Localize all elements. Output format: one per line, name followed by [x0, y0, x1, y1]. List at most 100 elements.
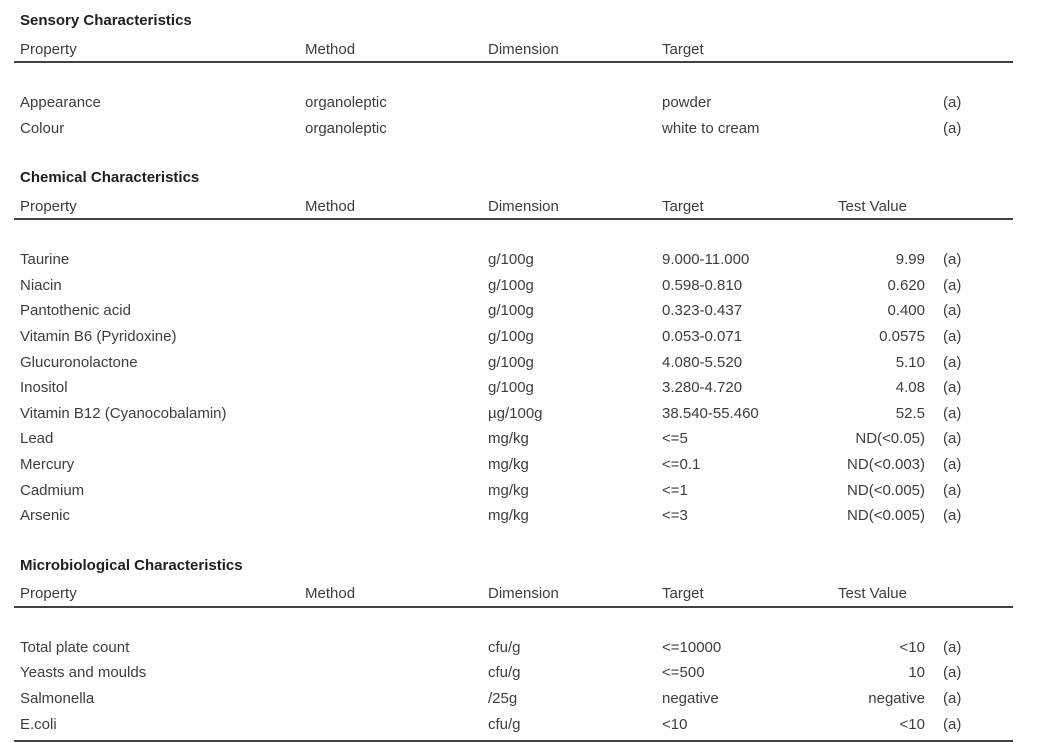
table-body: Total plate count cfu/g <=10000 <10 (a) …: [14, 635, 1013, 737]
table-row: Appearance organoleptic powder (a): [14, 90, 1013, 116]
note-cell: (a): [943, 379, 962, 397]
property-cell: Vitamin B6 (Pyridoxine): [20, 327, 177, 345]
dimension-cell: g/100g: [488, 327, 534, 345]
column-header-property: Property: [20, 585, 77, 603]
test-value-cell: 0.0575: [879, 327, 925, 345]
property-cell: Total plate count: [20, 638, 130, 656]
note-cell: (a): [943, 430, 962, 448]
test-value-cell: 0.620: [887, 276, 925, 294]
table-row: Cadmium mg/kg <=1 ND(<0.005) (a): [14, 478, 1013, 504]
target-cell: 0.053-0.071: [662, 327, 743, 345]
dimension-cell: /25g: [488, 689, 518, 707]
dimension-cell: mg/kg: [488, 507, 529, 525]
target-cell: <=0.1: [662, 455, 701, 473]
table-row: Total plate count cfu/g <=10000 <10 (a): [14, 635, 1013, 661]
table-header-row: Property Method Dimension Target: [14, 37, 1013, 63]
table-spacer: [14, 608, 1013, 635]
column-header-dimension: Dimension: [488, 585, 559, 603]
note-cell: (a): [943, 353, 962, 371]
table-spacer: [14, 63, 1013, 90]
property-cell: Cadmium: [20, 481, 85, 499]
test-value-cell: negative: [868, 689, 925, 707]
property-cell: Taurine: [20, 251, 70, 269]
property-cell: Inositol: [20, 379, 68, 397]
table-row: Salmonella /25g negative negative (a): [14, 686, 1013, 712]
target-cell: 0.323-0.437: [662, 302, 743, 320]
dimension-cell: g/100g: [488, 251, 534, 269]
section-title: Sensory Characteristics: [20, 12, 192, 29]
test-value-cell: 10: [908, 664, 925, 682]
section-title: Chemical Characteristics: [20, 169, 200, 187]
table-row: Inositol g/100g 3.280-4.720 4.08 (a): [14, 375, 1013, 401]
method-cell: organoleptic: [305, 94, 387, 111]
dimension-cell: g/100g: [488, 353, 534, 371]
table-row: Glucuronolactone g/100g 4.080-5.520 5.10…: [14, 350, 1013, 376]
test-value-cell: ND(<0.005): [847, 481, 925, 499]
method-cell: organoleptic: [305, 119, 387, 137]
table-row: Vitamin B6 (Pyridoxine) g/100g 0.053-0.0…: [14, 324, 1013, 350]
table-header-row: Property Method Dimension Target Test Va…: [14, 582, 1013, 608]
test-value-cell: 52.5: [895, 404, 925, 422]
property-cell: Lead: [20, 430, 54, 448]
target-cell: <=1: [662, 481, 688, 499]
dimension-cell: cfu/g: [488, 664, 521, 682]
column-header-method: Method: [305, 585, 356, 603]
column-header-target: Target: [662, 197, 704, 215]
target-cell: powder: [662, 94, 712, 111]
column-header-target: Target: [662, 585, 704, 603]
note-cell: (a): [943, 455, 962, 473]
property-cell: Yeasts and moulds: [20, 664, 147, 682]
test-value-cell: 0.400: [887, 302, 925, 320]
column-header-method: Method: [305, 197, 356, 215]
note-cell: (a): [943, 507, 962, 525]
test-value-cell: ND(<0.003): [847, 455, 925, 473]
target-cell: 3.280-4.720: [662, 379, 743, 397]
property-cell: Pantothenic acid: [20, 302, 131, 320]
target-cell: <=5: [662, 430, 688, 448]
characteristics-section: Sensory Characteristics Property Method …: [14, 13, 1013, 141]
dimension-cell: cfu/g: [488, 715, 521, 733]
note-cell: (a): [943, 689, 962, 707]
note-cell: (a): [943, 715, 962, 733]
target-cell: negative: [662, 689, 719, 707]
dimension-cell: mg/kg: [488, 430, 529, 448]
section-title: Microbiological Characteristics: [20, 556, 243, 574]
column-header-dimension: Dimension: [488, 40, 559, 58]
table-row: Lead mg/kg <=5 ND(<0.05) (a): [14, 426, 1013, 452]
note-cell: (a): [943, 302, 962, 320]
dimension-cell: g/100g: [488, 276, 534, 294]
test-value-cell: ND(<0.005): [847, 507, 925, 525]
table-body: Taurine g/100g 9.000-11.000 9.99 (a) Nia…: [14, 247, 1013, 529]
table-row: Arsenic mg/kg <=3 ND(<0.005) (a): [14, 503, 1013, 529]
note-cell: (a): [943, 119, 962, 137]
note-cell: (a): [943, 251, 962, 269]
note-cell: (a): [943, 327, 962, 345]
table-row: Vitamin B12 (Cyanocobalamin) µg/100g 38.…: [14, 401, 1013, 427]
table-row: E.coli cfu/g <10 <10 (a): [14, 712, 1013, 738]
target-cell: 0.598-0.810: [662, 276, 743, 294]
table-row: Mercury mg/kg <=0.1 ND(<0.003) (a): [14, 452, 1013, 478]
table-row: Colour organoleptic white to cream (a): [14, 116, 1013, 142]
column-header-dimension: Dimension: [488, 197, 559, 215]
column-header-test-value: Test Value: [838, 585, 907, 603]
property-cell: Arsenic: [20, 507, 71, 525]
test-value-cell: <10: [899, 715, 925, 733]
property-cell: Salmonella: [20, 689, 95, 707]
target-cell: <=10000: [662, 638, 722, 656]
dimension-cell: g/100g: [488, 379, 534, 397]
characteristics-section: Microbiological Characteristics Property…: [14, 556, 1013, 742]
test-value-cell: ND(<0.05): [855, 430, 925, 448]
table-row: Pantothenic acid g/100g 0.323-0.437 0.40…: [14, 298, 1013, 324]
characteristics-section: Chemical Characteristics Property Method…: [14, 170, 1013, 529]
property-cell: Colour: [20, 119, 65, 137]
table-spacer: [14, 220, 1013, 247]
table-row: Yeasts and moulds cfu/g <=500 10 (a): [14, 660, 1013, 686]
dimension-cell: mg/kg: [488, 455, 529, 473]
test-value-cell: 9.99: [895, 251, 925, 269]
test-value-cell: <10: [899, 638, 925, 656]
note-cell: (a): [943, 664, 962, 682]
note-cell: (a): [943, 481, 962, 499]
note-cell: (a): [943, 404, 962, 422]
target-cell: <=3: [662, 507, 688, 525]
dimension-cell: µg/100g: [488, 404, 543, 422]
